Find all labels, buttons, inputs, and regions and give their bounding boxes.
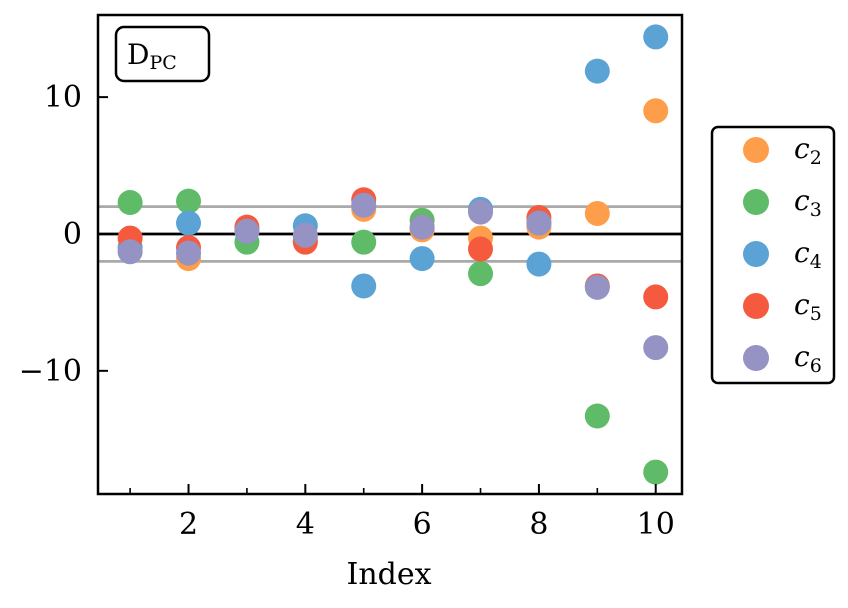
point-c5-10: [643, 284, 669, 310]
legend-label-c6: c6: [794, 340, 822, 377]
panel-label-text: DPC: [127, 38, 177, 74]
point-c6-4: [292, 222, 318, 248]
x-tick-label-2: 2: [179, 507, 198, 542]
point-c3-1: [117, 189, 143, 215]
x-tick-label-4: 4: [296, 507, 315, 542]
legend-frame: [710, 125, 836, 385]
panel-label-sub: PC: [149, 52, 176, 74]
panel-label-box: [114, 25, 211, 83]
x-tick-label-10: 10: [637, 507, 675, 542]
panel-label-main: D: [127, 38, 149, 71]
legend-label-c5: c5: [794, 288, 822, 325]
point-c6-9: [584, 274, 610, 300]
point-c3-9: [584, 403, 610, 429]
point-c6-3: [234, 218, 260, 244]
point-c6-7: [468, 199, 494, 225]
legend-label-c4: c4: [794, 236, 822, 273]
legend-marker-c6: [743, 345, 769, 371]
point-c3-7: [468, 261, 494, 287]
point-c4-6: [409, 246, 435, 272]
point-c4-2: [176, 210, 202, 236]
point-c4-10: [643, 24, 669, 50]
point-c6-8: [526, 210, 552, 236]
legend-marker-c3: [743, 189, 769, 215]
point-c4-9: [584, 58, 610, 84]
legend: c2 c3 c4 c5 c6: [710, 125, 836, 385]
point-c2-10: [643, 98, 669, 124]
legend-label-c2: c2: [794, 132, 822, 169]
point-c3-2: [176, 188, 202, 214]
point-c4-8: [526, 251, 552, 277]
x-tick-label-6: 6: [413, 507, 432, 542]
y-tick-label-2: 10: [44, 80, 82, 115]
legend-marker-c4: [743, 241, 769, 267]
point-c3-5: [351, 229, 377, 255]
x-tick-label-8: 8: [529, 507, 548, 542]
legend-marker-c2: [743, 137, 769, 163]
point-c6-1: [117, 239, 143, 265]
y-tick-label-0: −10: [19, 354, 82, 389]
legend-label-c3: c3: [794, 184, 822, 221]
point-c4-5: [351, 273, 377, 299]
axes: 2 4 6 8 10 −10 0 10: [19, 80, 675, 542]
point-c6-6: [409, 214, 435, 240]
legend-marker-c5: [743, 293, 769, 319]
plot-frame: [96, 13, 684, 496]
point-c6-10: [643, 335, 669, 361]
data-points: [117, 24, 669, 485]
x-axis-title: Index: [346, 557, 431, 592]
point-c5-7: [468, 236, 494, 262]
point-c6-2: [176, 240, 202, 266]
point-c6-5: [351, 192, 377, 218]
y-tick-label-1: 0: [63, 217, 82, 252]
panel-label: DPC: [114, 25, 211, 83]
point-c2-9: [584, 200, 610, 226]
point-c3-10: [643, 459, 669, 485]
